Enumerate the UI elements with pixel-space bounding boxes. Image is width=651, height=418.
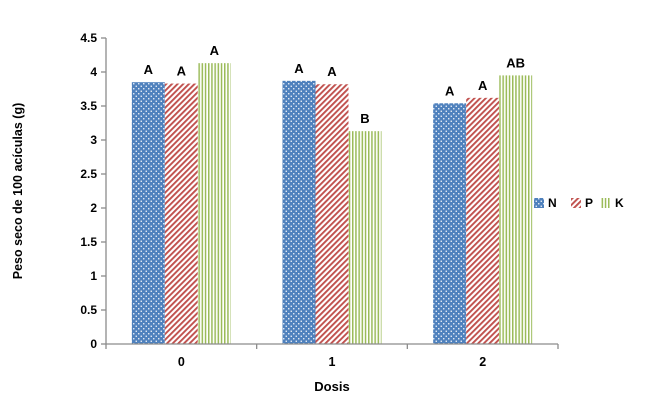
y-tick-label: 0.5	[80, 303, 97, 317]
sig-letter-P-0: A	[177, 64, 187, 79]
y-tick-label: 0	[90, 337, 97, 351]
y-axis-title: Peso seco de 100 acículas (g)	[11, 103, 25, 279]
y-tick-label: 3	[90, 133, 97, 147]
y-tick-label: 3.5	[80, 99, 97, 113]
bar-K-0	[197, 63, 231, 344]
bar-N-0	[131, 82, 165, 344]
y-tick-label: 2.5	[80, 167, 97, 181]
sig-letter-N-1: A	[294, 61, 304, 76]
y-tick-label: 1	[90, 269, 97, 283]
bar-P-2	[466, 97, 500, 344]
x-tick-label: 0	[178, 355, 185, 369]
legend-swatch-P	[571, 198, 581, 208]
sig-letter-N-2: A	[445, 83, 455, 98]
y-tick-label: 2	[90, 201, 97, 215]
sig-letter-K-2: AB	[506, 55, 525, 70]
legend-label-P: P	[585, 196, 593, 210]
x-tick-label: 2	[479, 355, 486, 369]
sig-letter-K-1: B	[360, 111, 369, 126]
y-tick-label: 4.5	[80, 31, 97, 45]
sig-letter-K-0: A	[210, 43, 220, 58]
bar-K-1	[348, 131, 382, 344]
legend-label-K: K	[615, 196, 624, 210]
legend-label-N: N	[548, 196, 557, 210]
y-tick-label: 1.5	[80, 235, 97, 249]
legend-swatch-K	[601, 198, 611, 208]
bar-N-2	[433, 103, 467, 344]
legend-swatch-N	[534, 198, 544, 208]
y-tick-label: 4	[90, 65, 97, 79]
sig-letter-N-0: A	[144, 62, 154, 77]
x-tick-label: 1	[329, 355, 336, 369]
sig-letter-P-1: A	[327, 64, 337, 79]
bar-K-2	[499, 75, 533, 345]
bar-P-1	[315, 84, 349, 345]
sig-letter-P-2: A	[478, 78, 488, 93]
bar-N-1	[282, 80, 316, 344]
x-axis-title: Dosis	[314, 379, 349, 394]
bar-P-0	[164, 83, 198, 344]
